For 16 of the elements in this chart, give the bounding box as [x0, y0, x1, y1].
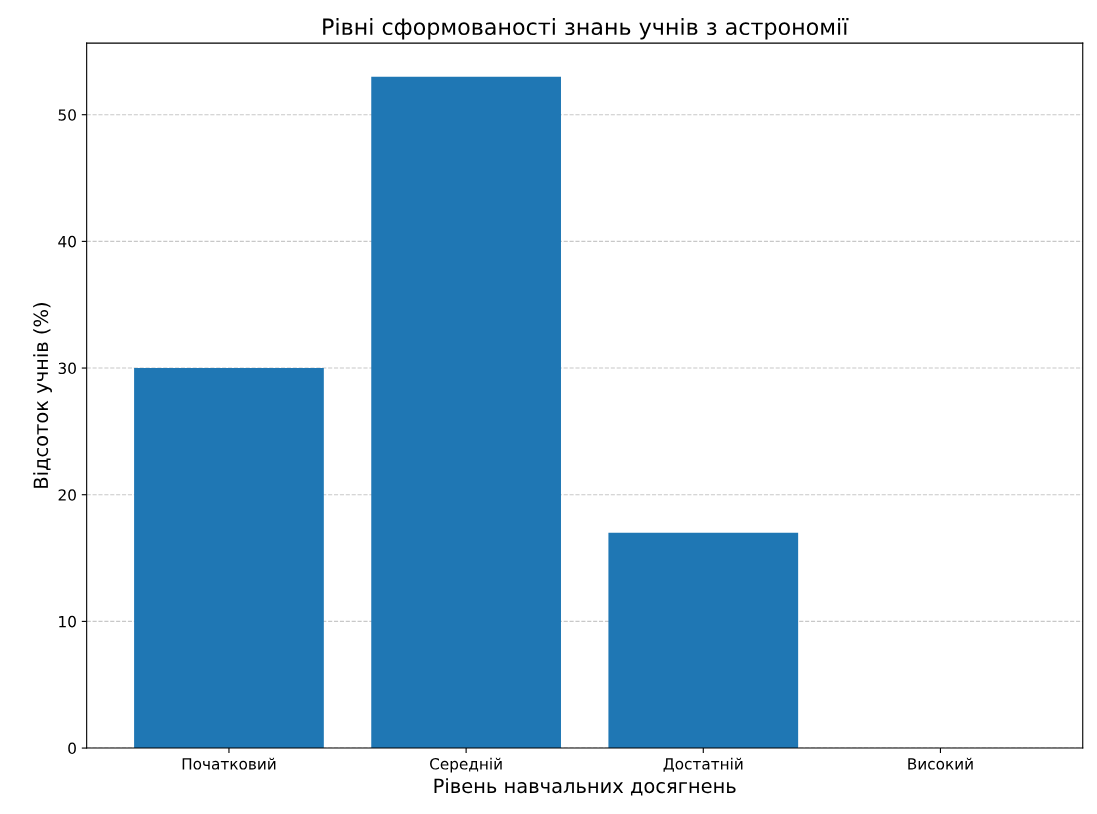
x-tick-label: Початковий	[182, 757, 276, 770]
x-tick-label: Високий	[908, 757, 973, 770]
y-tick-label: 10	[59, 615, 76, 628]
bar	[371, 76, 561, 749]
y-tick-label: 20	[58, 489, 76, 501]
bar	[134, 368, 324, 749]
y-axis-title: Відсоток учнів (%)	[33, 303, 52, 488]
y-tick-label: 40	[58, 235, 76, 248]
y-tick-label: 50	[58, 109, 76, 121]
x-tick-label: Достатній	[663, 757, 743, 772]
x-axis-title: Рівень навчальних досягнень	[434, 778, 736, 796]
x-tick-label: Середній	[430, 757, 502, 773]
y-tick-label: 30	[58, 362, 76, 375]
chart-title: Рівні сформованості знань учнів з астрономії	[323, 17, 849, 40]
y-tick-label: 0	[68, 742, 76, 755]
bar	[608, 532, 799, 749]
